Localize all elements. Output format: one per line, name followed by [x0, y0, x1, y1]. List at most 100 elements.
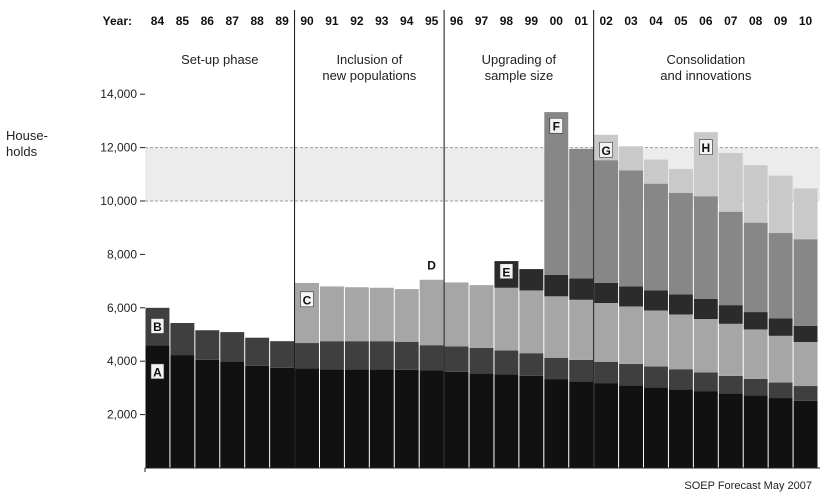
- target-band: [145, 147, 820, 201]
- y-tick-label: 8,000: [107, 247, 137, 261]
- bar-segment: [594, 160, 619, 283]
- phase-label: Upgrading of: [482, 52, 557, 67]
- bar-segment: [569, 299, 594, 360]
- bar-segment: [619, 363, 644, 386]
- bar-segment: [295, 368, 319, 468]
- annotation-label: C: [303, 293, 312, 307]
- bar-segment: [718, 211, 743, 306]
- bar-segment: [768, 335, 793, 383]
- bar-segment: [270, 367, 295, 468]
- annotation-label: E: [502, 265, 510, 279]
- bar-segment: [519, 375, 544, 468]
- bar-segment: [594, 383, 619, 468]
- bar-segment: [319, 286, 344, 342]
- bar-segment: [668, 314, 693, 370]
- bar-segment: [544, 379, 569, 468]
- bar-segment: [743, 378, 768, 396]
- bar-segment: [195, 330, 220, 360]
- year-tick-label: 88: [250, 14, 264, 28]
- y-tick-label: 6,000: [107, 301, 137, 315]
- bar-segment: [793, 386, 818, 401]
- bar-segment: [569, 359, 594, 382]
- annotation-box: [499, 263, 514, 280]
- bar-segment: [170, 355, 195, 468]
- bar-segment: [668, 168, 693, 193]
- year-tick-label: 92: [350, 14, 364, 28]
- bar-segment: [344, 287, 369, 342]
- bar-segment: [693, 298, 718, 320]
- year-tick-label: 97: [475, 14, 489, 28]
- axis-layer: 2,000 4,000 6,000 8,000 10,000 12,000 14,000: [100, 87, 820, 472]
- annotation-label: B: [153, 320, 162, 334]
- y-tick-label: 2,000: [107, 408, 137, 422]
- year-tick-label: 96: [450, 14, 464, 28]
- bar-segment: [544, 357, 569, 380]
- bar-segment: [369, 341, 394, 370]
- bar-segment: [793, 239, 818, 326]
- bar-segment: [419, 345, 444, 371]
- bar-segment: [743, 312, 768, 330]
- bar-segment: [519, 353, 544, 376]
- bar-segment: [768, 318, 793, 336]
- bar-segment: [419, 370, 444, 468]
- bar-segment: [693, 372, 718, 392]
- bar-segment: [718, 152, 743, 212]
- year-tick-label: 84: [151, 14, 165, 28]
- phase-label: new populations: [322, 68, 416, 83]
- annotation-box: [599, 141, 613, 158]
- bar-segment: [519, 290, 544, 354]
- bar-segment: [569, 148, 594, 279]
- bar-segment: [743, 329, 768, 379]
- year-tick-label: 05: [674, 14, 688, 28]
- year-tick-label: 07: [724, 14, 738, 28]
- annotation-box: [549, 117, 564, 134]
- annotation-label: F: [553, 120, 560, 134]
- year-tick-label: 87: [226, 14, 240, 28]
- bar-segment: [743, 165, 768, 223]
- bar-segment: [644, 387, 668, 468]
- bar-segment: [319, 369, 344, 468]
- y-tick-label: 14,000: [100, 87, 137, 101]
- bar-segment: [394, 289, 419, 342]
- bar-segment: [444, 346, 469, 372]
- year-header-label: Year:: [103, 14, 132, 28]
- bar-segment: [768, 382, 793, 399]
- phase-label: Consolidation: [666, 52, 745, 67]
- year-tick-label: 08: [749, 14, 763, 28]
- bar-segment: [644, 290, 668, 311]
- bar-segment: [394, 369, 419, 468]
- year-header-layer: Year: 84 85 86 87 88 89 90 91 92 93 94 95 96 97 98 99 00 0…: [103, 14, 813, 28]
- annotation-box: [150, 318, 165, 334]
- year-tick-label: 09: [774, 14, 788, 28]
- bar-segment: [793, 188, 818, 240]
- bar-segment: [619, 385, 644, 468]
- bar-segment: [220, 332, 245, 363]
- bar-segment: [793, 400, 818, 468]
- bar-segment: [369, 369, 394, 468]
- phase-label: and innovations: [660, 68, 752, 83]
- reference-band-layer: [145, 147, 820, 202]
- bar-segment: [444, 282, 469, 347]
- bar-segment: [793, 341, 818, 387]
- annotation-box: [300, 291, 314, 308]
- bar-segment: [594, 282, 619, 303]
- bar-segment: [793, 325, 818, 342]
- annotation-box: [150, 363, 165, 380]
- bar-segment: [469, 285, 494, 348]
- phase-label: sample size: [485, 68, 554, 83]
- bar-segment: [245, 365, 270, 468]
- bar-segment: [644, 159, 668, 184]
- bar-segment: [569, 381, 594, 468]
- bar-segment: [494, 287, 519, 351]
- year-tick-label: 91: [325, 14, 339, 28]
- bar-segment: [469, 347, 494, 374]
- bar-segment: [344, 369, 369, 468]
- bar-segment: [693, 391, 718, 468]
- bar-segment: [494, 350, 519, 375]
- annotation-layer: A B C D E F G H: [150, 117, 713, 380]
- bar-segment: [220, 362, 245, 468]
- bar-segment: [394, 341, 419, 370]
- bar-segment: [644, 183, 668, 291]
